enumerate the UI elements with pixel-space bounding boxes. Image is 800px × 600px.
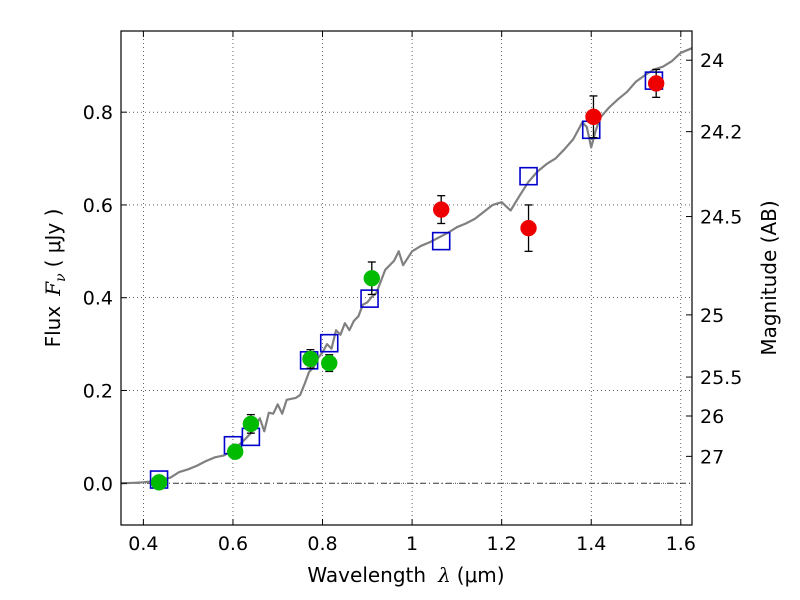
plot-frame [120, 30, 693, 526]
y2-tick-label: 27 [700, 446, 724, 468]
x-tick-label: 0.8 [307, 533, 337, 555]
y-tick-label: 0.0 [83, 473, 113, 495]
markers-layer [149, 68, 665, 491]
x-tick-label: 1.6 [666, 533, 696, 555]
observed-point [226, 443, 244, 460]
y-tick-label: 0.2 [83, 380, 113, 402]
observed-point [320, 354, 338, 372]
plot-background [121, 31, 692, 525]
y2-tick-label: 24.5 [700, 207, 742, 229]
observed-point [432, 201, 450, 218]
x-tick-label: 1 [406, 533, 418, 555]
y-tick-label: 0.8 [83, 102, 113, 124]
observed-point [585, 108, 602, 126]
y2-axis: 24 24.2 24.5 25 25.5 26 27 [686, 50, 742, 468]
observed-point [150, 474, 168, 491]
model-point [519, 166, 538, 186]
x-tick-label: 1.4 [576, 533, 606, 555]
y-tick-label: 0.6 [83, 195, 113, 217]
observed-point [520, 219, 537, 237]
x-axis: 0.4 0.6 0.8 1 1.2 1.4 1.6 [128, 31, 696, 555]
y2-tick-label: 26 [700, 406, 724, 428]
model-point [319, 333, 339, 353]
y-axis: 0.0 0.2 0.4 0.6 0.8 [83, 102, 127, 495]
observed-point [302, 350, 319, 368]
y2-tick-label: 25 [700, 305, 724, 327]
model-point [360, 289, 379, 308]
model-point [431, 231, 451, 251]
y2-tick-label: 25.5 [700, 367, 742, 389]
y2-tick-label: 24 [700, 50, 724, 72]
x-tick-label: 1.2 [487, 533, 517, 555]
y2-tick-label: 24.2 [700, 122, 742, 144]
y2-axis-label: Magnitude (AB) [757, 200, 781, 355]
observed-point [647, 75, 665, 92]
x-tick-label: 0.6 [218, 533, 248, 555]
y-tick-label: 0.4 [83, 288, 113, 310]
x-tick-label: 0.4 [128, 533, 158, 555]
x-axis-label: Wavelength λ (μm) [307, 563, 504, 587]
observed-point [363, 269, 381, 287]
y-axis-label: FluxFν( μJy ) [41, 209, 69, 348]
observed-point [242, 415, 260, 433]
